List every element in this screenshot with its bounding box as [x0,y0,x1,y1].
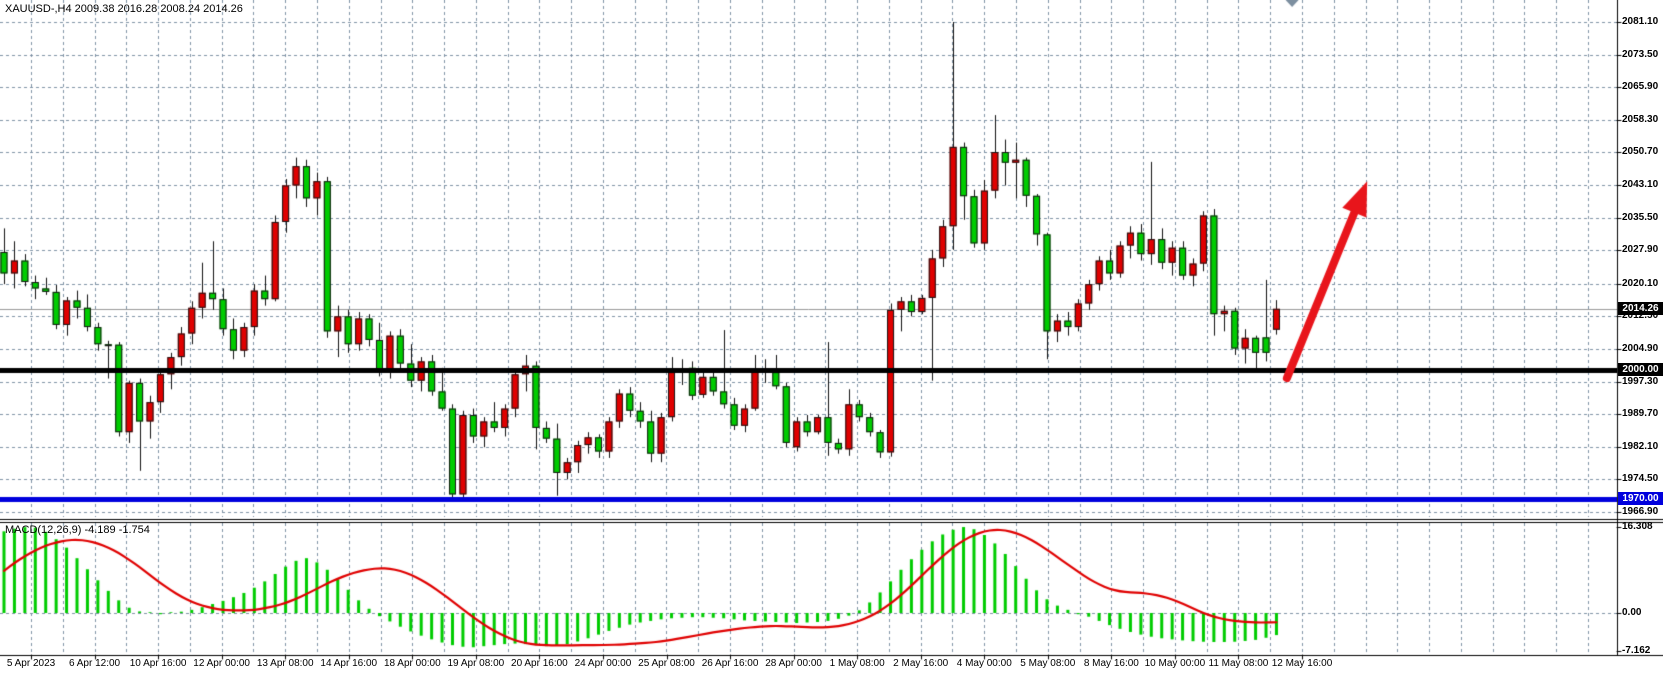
time-axis-label: 5 May 08:00 [1020,658,1076,669]
price-axis-label: 2027.90 [1622,244,1659,256]
symbol-ohlc-title: XAUUSD-,H4 2009.38 2016.28 2008.24 2014.… [5,3,243,15]
macd-indicator-label: MACD(12,26,9) -4.189 -1.754 [5,524,150,536]
support-line-badge[interactable]: 1970.00 [1618,492,1663,506]
time-axis-label: 19 Apr 08:00 [447,658,505,669]
price-axis-label: 1966.90 [1622,505,1659,517]
price-axis-label: 2050.70 [1622,146,1659,158]
time-axis-label: 1 May 08:00 [829,658,885,669]
macd-scale-label: 16.308 [1622,521,1653,533]
time-axis-label: 2 May 16:00 [893,658,949,669]
price-axis-label: 2035.50 [1622,211,1659,223]
macd-scale-label: 0.00 [1622,607,1642,618]
price-axis-label: 2073.50 [1622,48,1659,60]
price-axis-label: 1997.30 [1622,375,1659,387]
time-axis-label: 6 Apr 12:00 [68,658,121,669]
time-axis-label: 5 Apr 2023 [6,658,56,669]
time-axis-label: 11 May 08:00 [1208,658,1269,669]
price-axis-label: 1982.10 [1622,440,1659,452]
price-axis-label: 2058.30 [1622,113,1659,125]
price-axis-label: 2043.10 [1622,179,1659,191]
time-axis-label: 26 Apr 16:00 [701,658,759,669]
time-axis-label: 14 Apr 16:00 [320,658,378,669]
price-axis-label: 2012.50 [1622,310,1659,322]
resistance-line-badge[interactable]: 2000.00 [1618,363,1663,377]
time-axis-label: 24 Apr 00:00 [574,658,632,669]
time-axis-label: 12 May 16:00 [1271,658,1333,669]
price-axis-label: 2020.10 [1622,277,1659,289]
time-axis-label: 28 Apr 00:00 [765,658,822,669]
price-axis-label: 2065.90 [1622,81,1659,93]
price-axis-label: 1974.50 [1622,473,1659,485]
time-axis-label: 18 Apr 00:00 [383,658,441,669]
time-axis-label: 12 Apr 00:00 [193,658,250,669]
time-axis-label: 20 Apr 16:00 [511,658,568,669]
price-axis-label: 2081.10 [1622,16,1659,27]
time-axis-label: 10 Apr 16:00 [129,658,187,669]
time-axis-label: 4 May 00:00 [956,658,1012,669]
time-axis-label: 13 Apr 08:00 [256,658,314,669]
time-axis-label: 8 May 16:00 [1083,658,1139,669]
time-axis-label: 25 Apr 08:00 [638,658,695,669]
macd-scale-label: -7.162 [1622,644,1651,656]
current-price-badge: 2014.26 [1618,302,1663,316]
price-axis-label: 2004.90 [1622,342,1659,354]
price-axis-label: 1989.70 [1622,408,1659,420]
time-axis-label: 10 May 00:00 [1144,658,1206,669]
